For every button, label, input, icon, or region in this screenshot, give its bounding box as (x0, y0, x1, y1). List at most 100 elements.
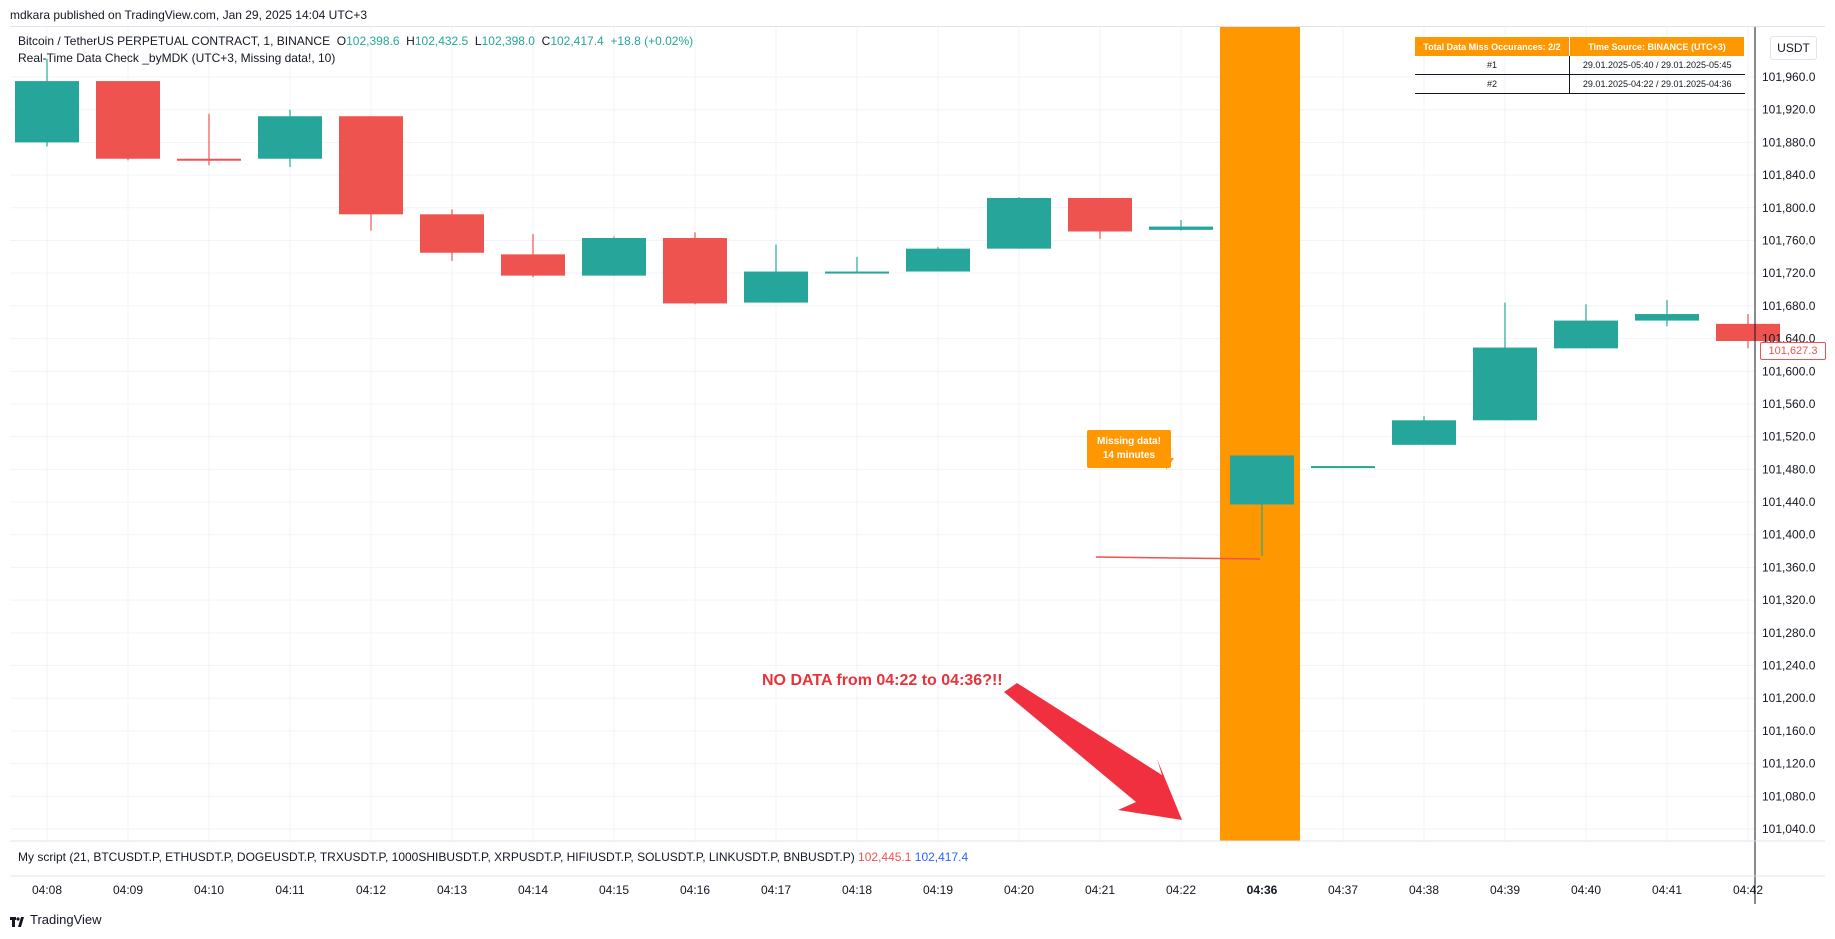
y-tick-label: 101,320.0 (1762, 593, 1816, 607)
callout-line-2: 14 minutes (1102, 450, 1156, 461)
x-tick-label: 04:36 (1247, 883, 1278, 897)
y-tick-label: 101,120.0 (1762, 757, 1816, 771)
x-tick-label: 04:12 (356, 883, 386, 897)
x-tick-label: 04:13 (437, 883, 467, 897)
y-tick-label: 101,440.0 (1762, 495, 1816, 509)
currency-unit-button[interactable]: USDT (1770, 36, 1817, 60)
y-tick-label: 101,760.0 (1762, 233, 1816, 247)
legend-l-label: L (474, 34, 482, 48)
candle-body[interactable] (1149, 226, 1213, 230)
grid (10, 27, 1755, 841)
table-cell-range: 29.01.2025-04:22 / 29.01.2025-04:36 (1569, 74, 1745, 94)
y-tick-label: 101,840.0 (1762, 168, 1816, 182)
x-tick-label: 04:39 (1490, 883, 1520, 897)
candle-body[interactable] (1554, 320, 1618, 349)
candle-body[interactable] (258, 116, 322, 159)
x-tick-label: 04:18 (842, 883, 872, 897)
candle-body[interactable] (96, 81, 160, 159)
red-arrow (1004, 683, 1182, 820)
y-tick-label: 101,040.0 (1762, 822, 1816, 836)
legend-h-label: H (406, 34, 415, 48)
missing-data-highlight (1220, 27, 1300, 841)
x-tick-label: 04:10 (194, 883, 224, 897)
x-tick-label: 04:14 (518, 883, 548, 897)
y-tick-label: 101,200.0 (1762, 691, 1816, 705)
table-header-total: Total Data Miss Occurances: 2/2 (1415, 37, 1570, 56)
table-row: #2 29.01.2025-04:22 / 29.01.2025-04:36 (1415, 74, 1745, 94)
candle-body[interactable] (1473, 347, 1537, 421)
chart-legend: Bitcoin / TetherUS PERPETUAL CONTRACT, 1… (18, 33, 693, 67)
header-divider (10, 26, 1825, 27)
x-tick-label: 04:20 (1004, 883, 1034, 897)
x-tick-label: 04:19 (923, 883, 953, 897)
candles (15, 59, 1780, 556)
x-tick-label: 04:15 (599, 883, 629, 897)
callout-line-1: Missing data! (1097, 436, 1161, 447)
x-tick-label: 04:09 (113, 883, 143, 897)
footer-brand[interactable]: TradingView (10, 912, 102, 927)
candle-body[interactable] (177, 158, 241, 161)
x-tick-label: 04:16 (680, 883, 710, 897)
y-tick-label: 101,920.0 (1762, 103, 1816, 117)
script-value-1: 102,445.1 (858, 850, 912, 864)
script-pane-legend[interactable]: My script (21, BTCUSDT.P, ETHUSDT.P, DOG… (18, 850, 968, 864)
candle-body[interactable] (501, 254, 565, 276)
table-cell-index: #1 (1415, 56, 1570, 75)
table-cell-range: 29.01.2025-05:40 / 29.01.2025-05:45 (1569, 56, 1745, 75)
y-tick-label: 101,360.0 (1762, 560, 1816, 574)
last-price-tag: 101,627.3 (1760, 342, 1826, 360)
candle-body[interactable] (582, 238, 646, 276)
x-tick-label: 04:37 (1328, 883, 1358, 897)
y-tick-label: 101,880.0 (1762, 135, 1816, 149)
y-axis: 101,960.0 101,920.0 101,880.0 101,840.0 101,… (1762, 70, 1816, 836)
no-data-annotation: NO DATA from 04:22 to 04:36?!! (762, 672, 1003, 689)
x-tick-label: 04:08 (32, 883, 62, 897)
y-tick-label: 101,520.0 (1762, 430, 1816, 444)
x-tick-label: 04:41 (1652, 883, 1682, 897)
legend-high: 102,432.5 (414, 34, 469, 48)
candle-body[interactable] (663, 238, 727, 304)
wick-tail-line (1095, 556, 1261, 560)
y-tick-label: 101,400.0 (1762, 528, 1816, 542)
tradingview-logo-icon (10, 915, 24, 927)
candle-body[interactable] (1230, 455, 1294, 505)
x-tick-label: 04:42 (1733, 883, 1763, 897)
legend-c-label: C (541, 34, 551, 48)
table-cell-index: #2 (1415, 74, 1570, 94)
candle-body[interactable] (987, 197, 1051, 249)
missing-data-callout: Missing data! 14 minutes (1087, 430, 1171, 468)
x-tick-label: 04:21 (1085, 883, 1115, 897)
y-tick-label: 101,600.0 (1762, 364, 1816, 378)
candle-body[interactable] (744, 271, 808, 303)
x-tick-label: 04:38 (1409, 883, 1439, 897)
missing-data-table: Total Data Miss Occurances: 2/2 Time Sou… (1415, 37, 1745, 94)
script-value-2: 102,417.4 (914, 850, 969, 864)
y-tick-label: 101,240.0 (1762, 659, 1816, 673)
script-label: My script (21, BTCUSDT.P, ETHUSDT.P, DOG… (18, 850, 855, 864)
table-row: #1 29.01.2025-05:40 / 29.01.2025-05:45 (1415, 56, 1745, 75)
x-tick-label: 04:22 (1166, 883, 1196, 897)
legend-open: 102,398.6 (346, 34, 400, 48)
y-tick-label: 101,280.0 (1762, 626, 1816, 640)
candle-body[interactable] (906, 248, 970, 272)
legend-o-label: O (336, 34, 347, 48)
legend-change: +18.8 (+0.02%) (610, 34, 694, 48)
candle-body[interactable] (1068, 197, 1132, 232)
candle-body[interactable] (420, 214, 484, 253)
y-tick-label: 101,720.0 (1762, 266, 1816, 280)
footer-brand-text: TradingView (30, 912, 102, 927)
candle-body[interactable] (1716, 323, 1780, 342)
candle-body[interactable] (1635, 314, 1699, 321)
candle-body[interactable] (339, 116, 403, 215)
table-header-source: Time Source: BINANCE (UTC+3) (1569, 37, 1745, 56)
candle-body[interactable] (15, 81, 79, 143)
candle-body[interactable] (1392, 420, 1456, 445)
y-tick-label: 101,080.0 (1762, 789, 1816, 803)
legend-symbol[interactable]: Bitcoin / TetherUS PERPETUAL CONTRACT, 1… (18, 34, 331, 48)
indicator-label[interactable]: Real-Time Data Check _byMDK (UTC+3, Miss… (18, 51, 336, 65)
legend-close: 102,417.4 (550, 34, 604, 48)
candle-body[interactable] (1311, 466, 1375, 469)
candle-body[interactable] (825, 271, 889, 274)
x-tick-label: 04:40 (1571, 883, 1601, 897)
